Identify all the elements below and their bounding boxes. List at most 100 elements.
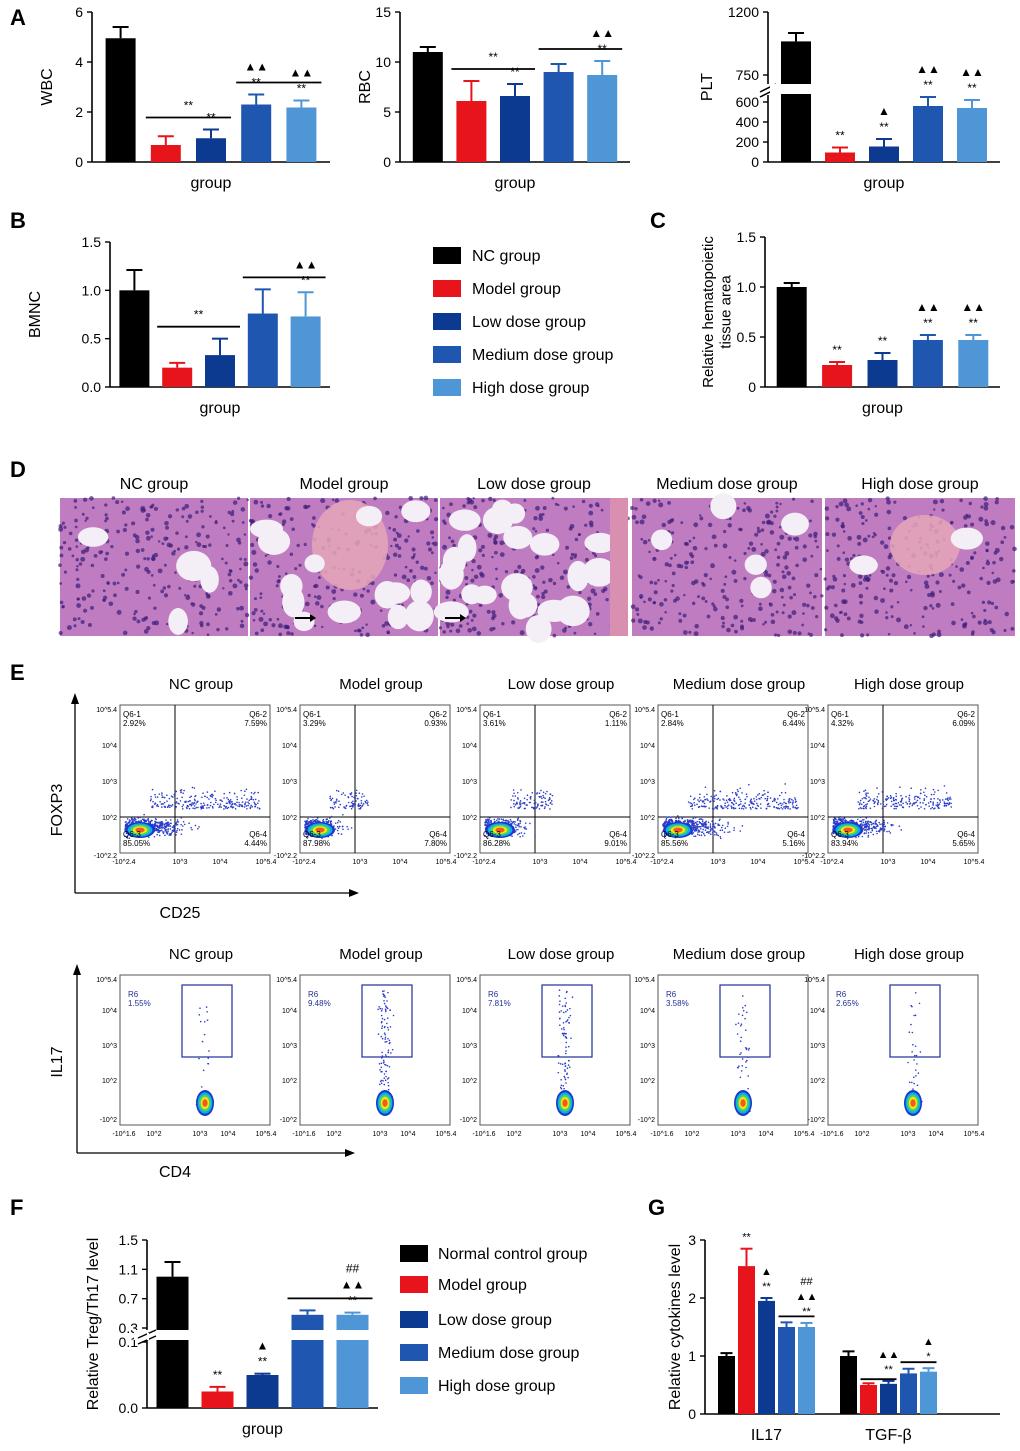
histology-fat-cell — [328, 600, 361, 623]
rbc-sig-mark: ** — [510, 65, 520, 79]
flow-event — [195, 803, 197, 805]
flow-event — [773, 806, 775, 808]
histology-nucleus — [259, 592, 262, 595]
flow-event — [240, 804, 242, 806]
flow-event — [876, 820, 878, 822]
histology-nucleus — [646, 501, 651, 506]
flow-quadrant-name: Q6-1 — [303, 710, 321, 719]
histology-nucleus — [419, 496, 423, 500]
histology-nucleus — [648, 597, 652, 601]
histology-nucleus — [321, 626, 323, 628]
histology-nucleus — [653, 499, 657, 503]
flow-event — [727, 822, 729, 824]
flow-event — [253, 793, 255, 795]
flow-event — [329, 796, 331, 798]
plt-sig-mark: ** — [967, 81, 977, 95]
flow-event — [950, 798, 952, 800]
flow-event — [171, 831, 173, 833]
histology-nucleus — [76, 565, 78, 567]
flow-event — [924, 798, 926, 800]
flow-event — [309, 821, 311, 823]
rbc-ylabel: RBC — [357, 70, 374, 104]
flow-event — [699, 821, 701, 823]
histology-nucleus — [584, 524, 587, 527]
flow-event — [713, 800, 715, 802]
flow-event — [176, 830, 178, 832]
histology-nucleus — [734, 559, 737, 562]
flow-event — [669, 819, 671, 821]
flow-event — [752, 803, 754, 805]
panel-label-a: A — [10, 5, 26, 30]
histology-nucleus — [589, 504, 593, 508]
flow-event — [859, 792, 861, 794]
histology-nucleus — [823, 577, 826, 580]
histology-nucleus — [412, 575, 416, 579]
flow-event — [545, 801, 547, 803]
histology-nucleus — [495, 568, 498, 571]
histology-nucleus — [499, 540, 504, 545]
flow-event — [714, 827, 716, 829]
flow-event — [542, 801, 544, 803]
histology-nucleus — [764, 549, 768, 553]
histology-nucleus — [731, 624, 735, 628]
flow-event — [780, 807, 782, 809]
histology-nucleus — [85, 517, 88, 520]
flow-event — [326, 819, 328, 821]
flow-event — [524, 826, 526, 828]
flow-event — [212, 807, 214, 809]
histology-nucleus — [699, 514, 701, 516]
flow-event — [692, 823, 694, 825]
flow-event — [182, 825, 184, 827]
flow-event — [874, 821, 876, 823]
flow-event — [306, 820, 308, 822]
flow-event — [864, 805, 866, 807]
histology-nucleus — [771, 620, 776, 625]
histology-nucleus — [91, 589, 94, 592]
histology-nucleus — [266, 504, 270, 508]
flow-event — [693, 799, 695, 801]
wbc-ylabel: WBC — [39, 68, 56, 105]
histology-nucleus — [831, 585, 835, 589]
flow-event — [197, 807, 199, 809]
flow-quadrant-percent: 6.44% — [782, 719, 805, 728]
flow-event — [892, 804, 894, 806]
flow-event — [496, 820, 498, 822]
flow-event — [884, 830, 886, 832]
bmnc-ylabel: BMNC — [27, 291, 44, 338]
flow-event — [526, 804, 528, 806]
flow-event — [779, 803, 781, 805]
histology-nucleus — [810, 555, 813, 558]
histology-nucleus — [193, 585, 196, 588]
flow-event — [154, 836, 156, 838]
flow-event — [933, 789, 935, 791]
histology-nucleus — [708, 523, 712, 527]
legend-f-label-medium: Medium dose group — [438, 1345, 580, 1362]
flow-event — [152, 805, 154, 807]
histology-nucleus — [413, 553, 416, 556]
histology-nucleus — [983, 496, 988, 501]
flow-event — [727, 823, 729, 825]
flow-event — [498, 821, 500, 823]
hema-ylabel: Relative hematopoietictissue area — [700, 236, 734, 388]
flow-event — [241, 797, 243, 799]
histology-nucleus — [744, 502, 747, 505]
flow-event — [864, 797, 866, 799]
histology-nucleus — [75, 526, 78, 529]
flow-event — [210, 805, 212, 807]
histology-nucleus — [670, 518, 674, 522]
histology-fat-cell — [849, 555, 878, 575]
flow-event — [552, 795, 554, 797]
flow-event — [751, 803, 753, 805]
histology-nucleus — [636, 613, 639, 616]
flow-event — [733, 804, 735, 806]
histology-nucleus — [221, 558, 224, 561]
histology-nucleus — [476, 631, 481, 636]
flow-event — [862, 819, 864, 821]
flow-event — [784, 783, 786, 785]
histology-nucleus — [939, 572, 944, 577]
flow-event — [746, 793, 748, 795]
histology-nucleus — [237, 579, 240, 582]
flow-treg-ylabel: FOXP3 — [49, 784, 66, 837]
histology-nucleus — [705, 600, 708, 603]
flow-event — [864, 829, 866, 831]
